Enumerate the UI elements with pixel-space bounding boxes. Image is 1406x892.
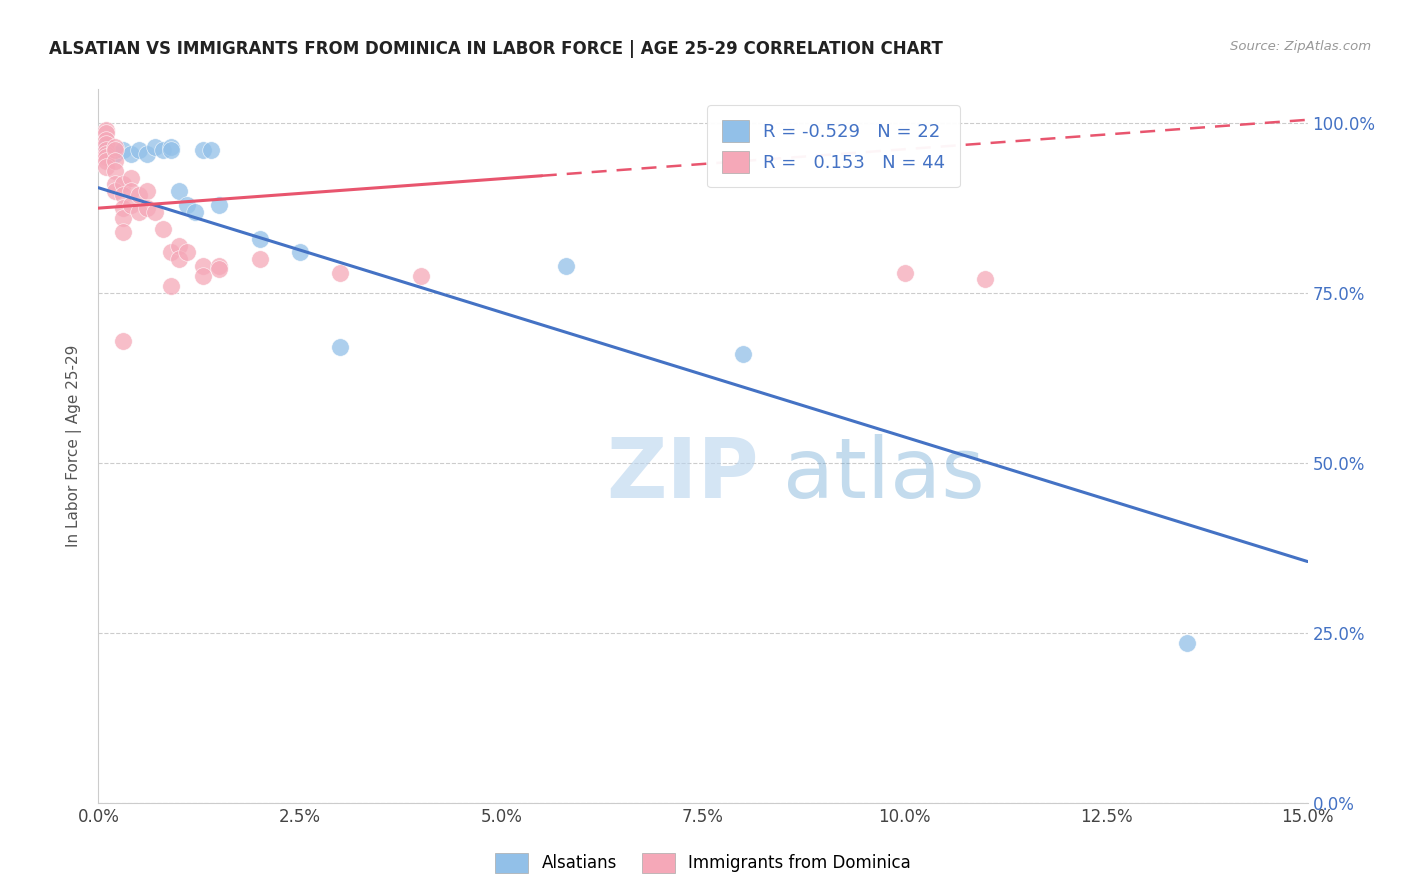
- Point: [96, 146, 118, 161]
- Point: [193, 269, 215, 284]
- Text: atlas: atlas: [783, 434, 984, 515]
- Point: [120, 170, 142, 185]
- Point: [128, 144, 150, 158]
- Point: [409, 269, 432, 284]
- Point: [135, 201, 157, 215]
- Point: [103, 153, 125, 168]
- Point: [160, 144, 183, 158]
- Point: [111, 178, 134, 192]
- Point: [200, 144, 222, 158]
- Point: [208, 259, 231, 273]
- Point: [193, 259, 215, 273]
- Point: [111, 144, 134, 158]
- Point: [176, 245, 198, 260]
- Point: [193, 144, 215, 158]
- Point: [208, 198, 231, 212]
- Point: [288, 245, 311, 260]
- Point: [143, 140, 166, 154]
- Point: [160, 279, 183, 293]
- Point: [1175, 636, 1198, 650]
- Point: [160, 140, 183, 154]
- Point: [176, 198, 198, 212]
- Point: [893, 266, 915, 280]
- Point: [120, 184, 142, 198]
- Point: [167, 238, 190, 252]
- Point: [249, 252, 271, 266]
- Point: [152, 144, 174, 158]
- Point: [111, 211, 134, 226]
- Point: [128, 204, 150, 219]
- Point: [184, 204, 207, 219]
- Point: [152, 221, 174, 235]
- Point: [120, 146, 142, 161]
- Point: [96, 153, 118, 168]
- Point: [249, 232, 271, 246]
- Point: [128, 187, 150, 202]
- Point: [111, 187, 134, 202]
- Point: [111, 334, 134, 348]
- Point: [160, 245, 183, 260]
- Point: [103, 140, 125, 154]
- Point: [135, 146, 157, 161]
- Point: [103, 144, 125, 158]
- Point: [96, 136, 118, 151]
- Point: [555, 259, 578, 273]
- Y-axis label: In Labor Force | Age 25-29: In Labor Force | Age 25-29: [66, 345, 83, 547]
- Point: [120, 198, 142, 212]
- Point: [143, 204, 166, 219]
- Point: [111, 225, 134, 239]
- Point: [208, 262, 231, 277]
- Point: [329, 266, 352, 280]
- Point: [167, 184, 190, 198]
- Text: ZIP: ZIP: [606, 434, 759, 515]
- Text: ALSATIAN VS IMMIGRANTS FROM DOMINICA IN LABOR FORCE | AGE 25-29 CORRELATION CHAR: ALSATIAN VS IMMIGRANTS FROM DOMINICA IN …: [49, 40, 943, 58]
- Point: [103, 146, 125, 161]
- Point: [733, 347, 755, 361]
- Point: [96, 140, 118, 154]
- Point: [329, 341, 352, 355]
- Point: [96, 127, 118, 141]
- Point: [974, 272, 997, 286]
- Point: [103, 184, 125, 198]
- Point: [111, 201, 134, 215]
- Text: Source: ZipAtlas.com: Source: ZipAtlas.com: [1230, 40, 1371, 54]
- Point: [167, 252, 190, 266]
- Point: [103, 178, 125, 192]
- Point: [135, 184, 157, 198]
- Legend: R = -0.529   N = 22, R =   0.153   N = 44: R = -0.529 N = 22, R = 0.153 N = 44: [707, 105, 960, 187]
- Point: [96, 133, 118, 147]
- Point: [96, 161, 118, 175]
- Point: [96, 123, 118, 137]
- Point: [103, 163, 125, 178]
- Point: [96, 144, 118, 158]
- Point: [96, 150, 118, 164]
- Legend: Alsatians, Immigrants from Dominica: Alsatians, Immigrants from Dominica: [488, 847, 918, 880]
